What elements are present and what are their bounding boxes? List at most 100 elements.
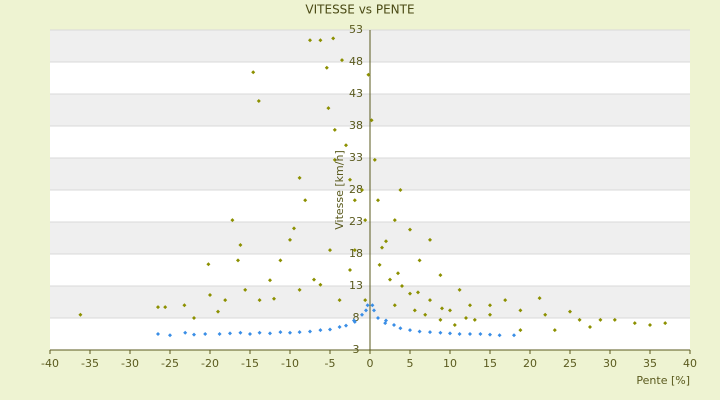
point xyxy=(243,287,248,292)
point xyxy=(331,36,336,41)
point xyxy=(292,226,296,231)
point xyxy=(326,106,331,111)
point xyxy=(360,312,364,317)
x-tick-label: -35 xyxy=(81,357,99,370)
x-tick-label: 5 xyxy=(407,357,414,370)
point xyxy=(598,317,603,322)
y-tick-label: 13 xyxy=(349,279,363,292)
point xyxy=(156,305,160,310)
point xyxy=(344,143,348,148)
point xyxy=(297,175,302,180)
y-axis-label: Vitesse [km/h] xyxy=(333,150,346,230)
point xyxy=(228,331,232,336)
point xyxy=(216,309,220,314)
point xyxy=(457,332,462,336)
point xyxy=(223,298,228,303)
point xyxy=(478,332,483,336)
point xyxy=(360,188,364,192)
point xyxy=(208,292,212,297)
point xyxy=(257,330,262,335)
point xyxy=(497,333,502,338)
point xyxy=(248,332,252,336)
point xyxy=(217,332,222,336)
point xyxy=(428,237,432,242)
point xyxy=(398,188,403,192)
point xyxy=(308,38,312,43)
point xyxy=(297,287,302,292)
point xyxy=(392,303,397,308)
point xyxy=(352,198,357,203)
point xyxy=(648,323,652,328)
point xyxy=(192,316,196,320)
point xyxy=(392,218,397,223)
point xyxy=(156,332,160,336)
point xyxy=(440,306,444,311)
point xyxy=(488,332,492,337)
point xyxy=(417,329,422,334)
point xyxy=(577,317,582,322)
point xyxy=(268,278,272,283)
point xyxy=(438,330,443,335)
x-tick-label: 20 xyxy=(523,357,537,370)
point xyxy=(372,157,377,162)
point xyxy=(537,296,542,301)
point xyxy=(256,99,261,104)
point xyxy=(344,323,348,328)
series xyxy=(156,303,516,338)
point xyxy=(365,303,370,308)
x-axis-label: Pente [%] xyxy=(636,374,690,387)
point xyxy=(423,312,428,317)
point xyxy=(543,312,548,317)
x-tick-label: 40 xyxy=(683,357,697,370)
point xyxy=(238,243,243,248)
point xyxy=(369,118,374,123)
point xyxy=(396,271,400,276)
point xyxy=(384,239,388,244)
x-tick-label: -40 xyxy=(41,357,59,370)
point xyxy=(468,332,472,336)
point xyxy=(412,308,417,313)
y-tick-label: 38 xyxy=(349,119,363,132)
point xyxy=(400,284,404,288)
point xyxy=(337,324,342,329)
point xyxy=(297,330,302,335)
x-tick-label: -30 xyxy=(121,357,139,370)
point xyxy=(318,38,323,43)
point xyxy=(288,237,292,242)
y-tick-label: 53 xyxy=(349,23,363,36)
point xyxy=(376,316,380,320)
point xyxy=(408,291,412,296)
point xyxy=(448,331,452,336)
point xyxy=(192,332,196,337)
point xyxy=(376,198,380,203)
point xyxy=(288,330,292,335)
point xyxy=(632,321,637,326)
point xyxy=(448,308,452,313)
point xyxy=(352,248,357,253)
point xyxy=(308,329,312,334)
point xyxy=(182,303,187,308)
point xyxy=(324,65,329,70)
y-tick-label: 28 xyxy=(349,183,363,196)
y-tick-label: 3 xyxy=(353,343,360,356)
point xyxy=(318,328,323,333)
chart-title: VITESSE vs PENTE xyxy=(305,3,414,17)
point xyxy=(417,258,422,263)
point xyxy=(452,323,457,328)
point xyxy=(257,298,262,303)
x-tick-label: 15 xyxy=(483,357,497,370)
x-tick-label: -5 xyxy=(325,357,336,370)
point xyxy=(380,245,384,250)
x-tick-label: -15 xyxy=(241,357,259,370)
point xyxy=(408,328,412,333)
point xyxy=(468,303,472,308)
point xyxy=(251,70,256,75)
point xyxy=(318,282,323,287)
point xyxy=(428,330,432,335)
y-tick-label: 18 xyxy=(349,247,363,260)
point xyxy=(363,218,368,223)
point xyxy=(438,317,443,322)
point xyxy=(363,298,368,303)
